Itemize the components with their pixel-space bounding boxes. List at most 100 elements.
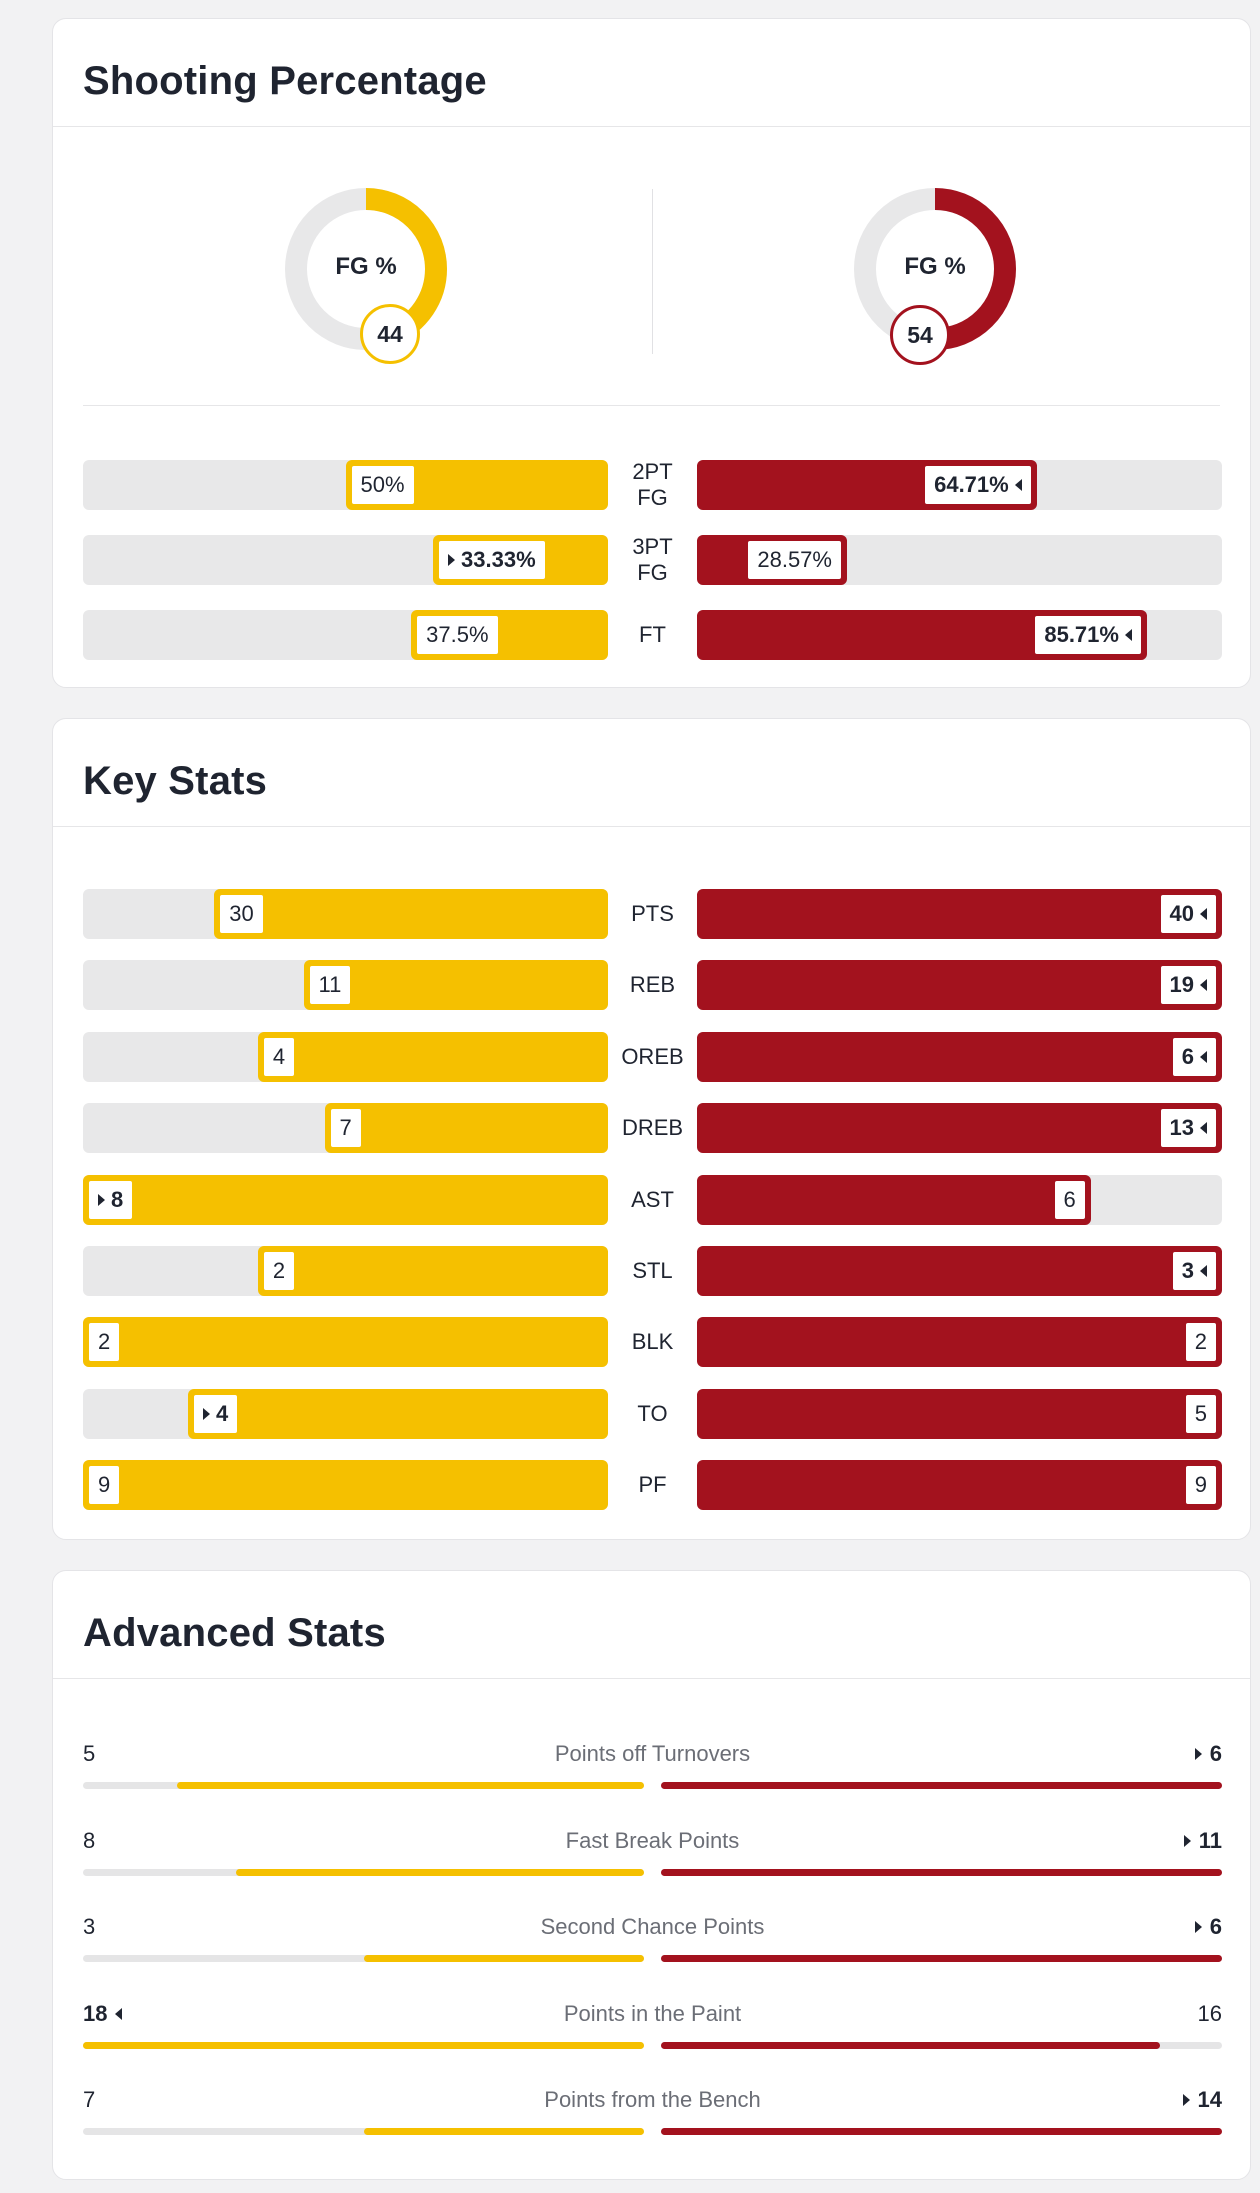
team-b-value: 11 [1198,1827,1222,1853]
team-a-bar-fill: 2 [83,1317,608,1368]
team-b-value-badge: 6 [1051,1177,1088,1222]
team-a-value-wrap: 7 [83,2085,95,2115]
team-b-value-wrap: 11 [1183,1826,1222,1856]
team-b-bar-fill: 3 [697,1246,1222,1296]
caret-left-icon [1124,629,1132,641]
team-a-value-badge: 4 [260,1034,298,1079]
team-a-progress-track [83,2128,644,2135]
team-a-value-badge: 4 [191,1391,241,1436]
team-a-value-badge: 8 [86,1177,136,1222]
team-b-bar-fill: 5 [697,1388,1222,1439]
team-a-value: 3 [83,1914,96,1939]
stat-label: 3PT FG [632,534,673,585]
stat-row: 30 PTS 40 [83,889,1222,939]
stat-label: AST [631,1186,674,1212]
stat-row: 4 TO 5 [83,1388,1222,1439]
team-b-value-wrap: 14 [1182,2085,1222,2115]
caret-right-icon [203,1407,210,1420]
team-a-progress-fill [363,1955,644,1962]
team-b-value: 6 [1209,1914,1222,1939]
caret-right-icon [1194,1921,1202,1933]
team-b-bar-track: 85.71% [697,610,1222,660]
stat-row: 8 AST 6 [83,1174,1222,1225]
team-b-bar-track: 6 [697,1174,1222,1225]
team-a-progress-track [83,1868,644,1876]
team-a-value-badge: 2 [86,1320,123,1365]
team-b-value-wrap: 16 [1198,1999,1222,2029]
team-a-value-wrap: 3 [83,1912,95,1942]
team-a-bar-fill: 2 [257,1246,608,1296]
team-a-value: 18 [83,2000,108,2026]
team-a-bar-track: 8 [83,1174,608,1225]
team-b-value-badge: 9 [1182,1463,1219,1508]
stat-label: FT [639,622,666,647]
team-b-bar-track: 2 [697,1317,1222,1368]
caret-right-icon [98,1193,105,1206]
stat-label: TO [637,1400,668,1426]
stat-label: STL [632,1258,673,1283]
stat-row: 4 OREB 6 [83,1031,1222,1082]
team-b-progress-track [661,2128,1222,2135]
team-b-value: 6 [1209,1741,1222,1766]
stat-label: PTS [631,901,674,926]
caret-left-icon [1200,1122,1207,1135]
stat-row: 37.5% FT 85.71% [83,610,1222,660]
shooting-percentage-title: Shooting Percentage [53,19,1250,127]
team-b-bar-track: 3 [697,1246,1222,1296]
team-b-progress-fill [661,1782,1222,1789]
team-b-bar-track: 64.71% [697,460,1222,510]
team-b-value: 9 [1194,1472,1207,1498]
key-stats-title: Key Stats [53,719,1250,827]
team-b-progress-track [661,2041,1222,2049]
team-a-value: 7 [83,2087,96,2112]
team-b-bar-track: 9 [697,1460,1222,1511]
team-a-bar-fill: 30 [214,889,608,939]
caret-left-icon [1200,1050,1207,1063]
team-a-value-badge: 33.33% [436,538,548,582]
team-b-value: 16 [1197,2000,1222,2026]
team-b-bar-fill: 19 [697,960,1222,1011]
team-b-value: 5 [1194,1400,1207,1426]
team-a-value-wrap: 18 [83,1999,123,2029]
team-a-value: 33.33% [461,547,536,572]
advanced-stat-row: 7 Points from the Bench 14 [83,2085,1222,2145]
team-a-value-badge: 2 [260,1249,298,1293]
team-b-value-badge: 5 [1182,1391,1219,1436]
caret-left-icon [1200,908,1207,920]
team-b-value-badge: 19 [1157,963,1219,1008]
team-a-value-wrap: 8 [83,1826,95,1856]
team-a-bar-track: 2 [83,1317,608,1368]
donut-value-badge: 54 [890,305,950,365]
team-a-progress-fill [176,1782,644,1789]
team-a-bar-fill: 50% [345,460,608,510]
team-b-bar-fill: 6 [697,1031,1222,1082]
team-b-value-badge: 13 [1157,1106,1219,1151]
team-b-progress-fill [661,1955,1222,1962]
team-a-value-wrap: 5 [83,1739,95,1769]
team-a-progress-fill [363,2128,644,2135]
team-a-value-badge: 11 [306,963,354,1008]
team-b-value-wrap: 6 [1194,1739,1222,1769]
team-b-bar-track: 5 [697,1388,1222,1439]
team-b-value: 6 [1063,1186,1076,1212]
team-b-value: 85.71% [1044,622,1119,647]
team-b-value-badge: 6 [1169,1034,1219,1079]
team-b-value: 19 [1169,972,1194,998]
team-a-bar-fill: 9 [83,1460,608,1511]
team-b-bar-track: 40 [697,889,1222,939]
caret-right-icon [1194,1748,1202,1760]
team-b-value: 14 [1197,2087,1222,2112]
team-a-value-badge: 7 [327,1106,364,1151]
donut-label: FG % [335,253,397,280]
donut-arc [285,188,447,350]
team-a-progress-fill [83,2041,644,2049]
team-a-bar-track: 2 [83,1246,608,1296]
team-b-value: 13 [1169,1115,1194,1141]
team-b-value: 3 [1181,1258,1194,1283]
team-b-value-badge: 3 [1169,1249,1219,1293]
horizontal-divider [83,405,1220,406]
team-b-progress-track [661,1782,1222,1789]
team-a-bar-fill: 4 [188,1388,608,1439]
team-a-bar-track: 33.33% [83,535,608,585]
team-b-value-badge: 2 [1182,1320,1219,1365]
